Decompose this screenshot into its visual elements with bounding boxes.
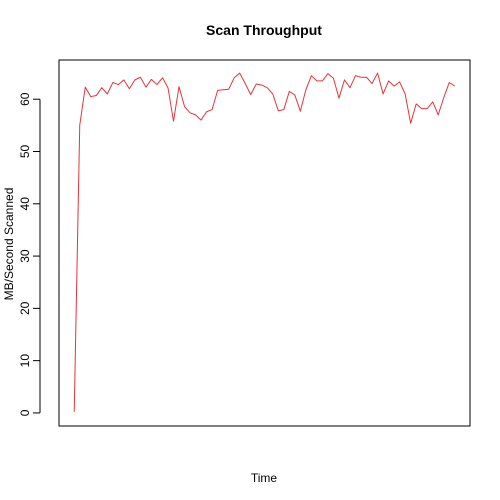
plot-frame (58, 59, 471, 427)
y-tick-label: 0 (18, 409, 32, 416)
y-tick-label: 30 (18, 249, 32, 263)
y-axis: 0 10 20 30 40 50 60 (18, 92, 41, 416)
y-tick-label: 20 (18, 301, 32, 315)
series-group (73, 72, 456, 412)
y-tick-label: 10 (18, 354, 32, 368)
y-tick-label: 40 (18, 197, 32, 211)
y-tick-label: 60 (18, 92, 32, 106)
series-line-0 (73, 72, 456, 412)
y-tick-label: 50 (18, 145, 32, 159)
chart-title: Scan Throughput (206, 22, 322, 38)
y-axis-label: MB/Second Scanned (2, 188, 16, 301)
x-axis-label: Time (251, 471, 278, 485)
